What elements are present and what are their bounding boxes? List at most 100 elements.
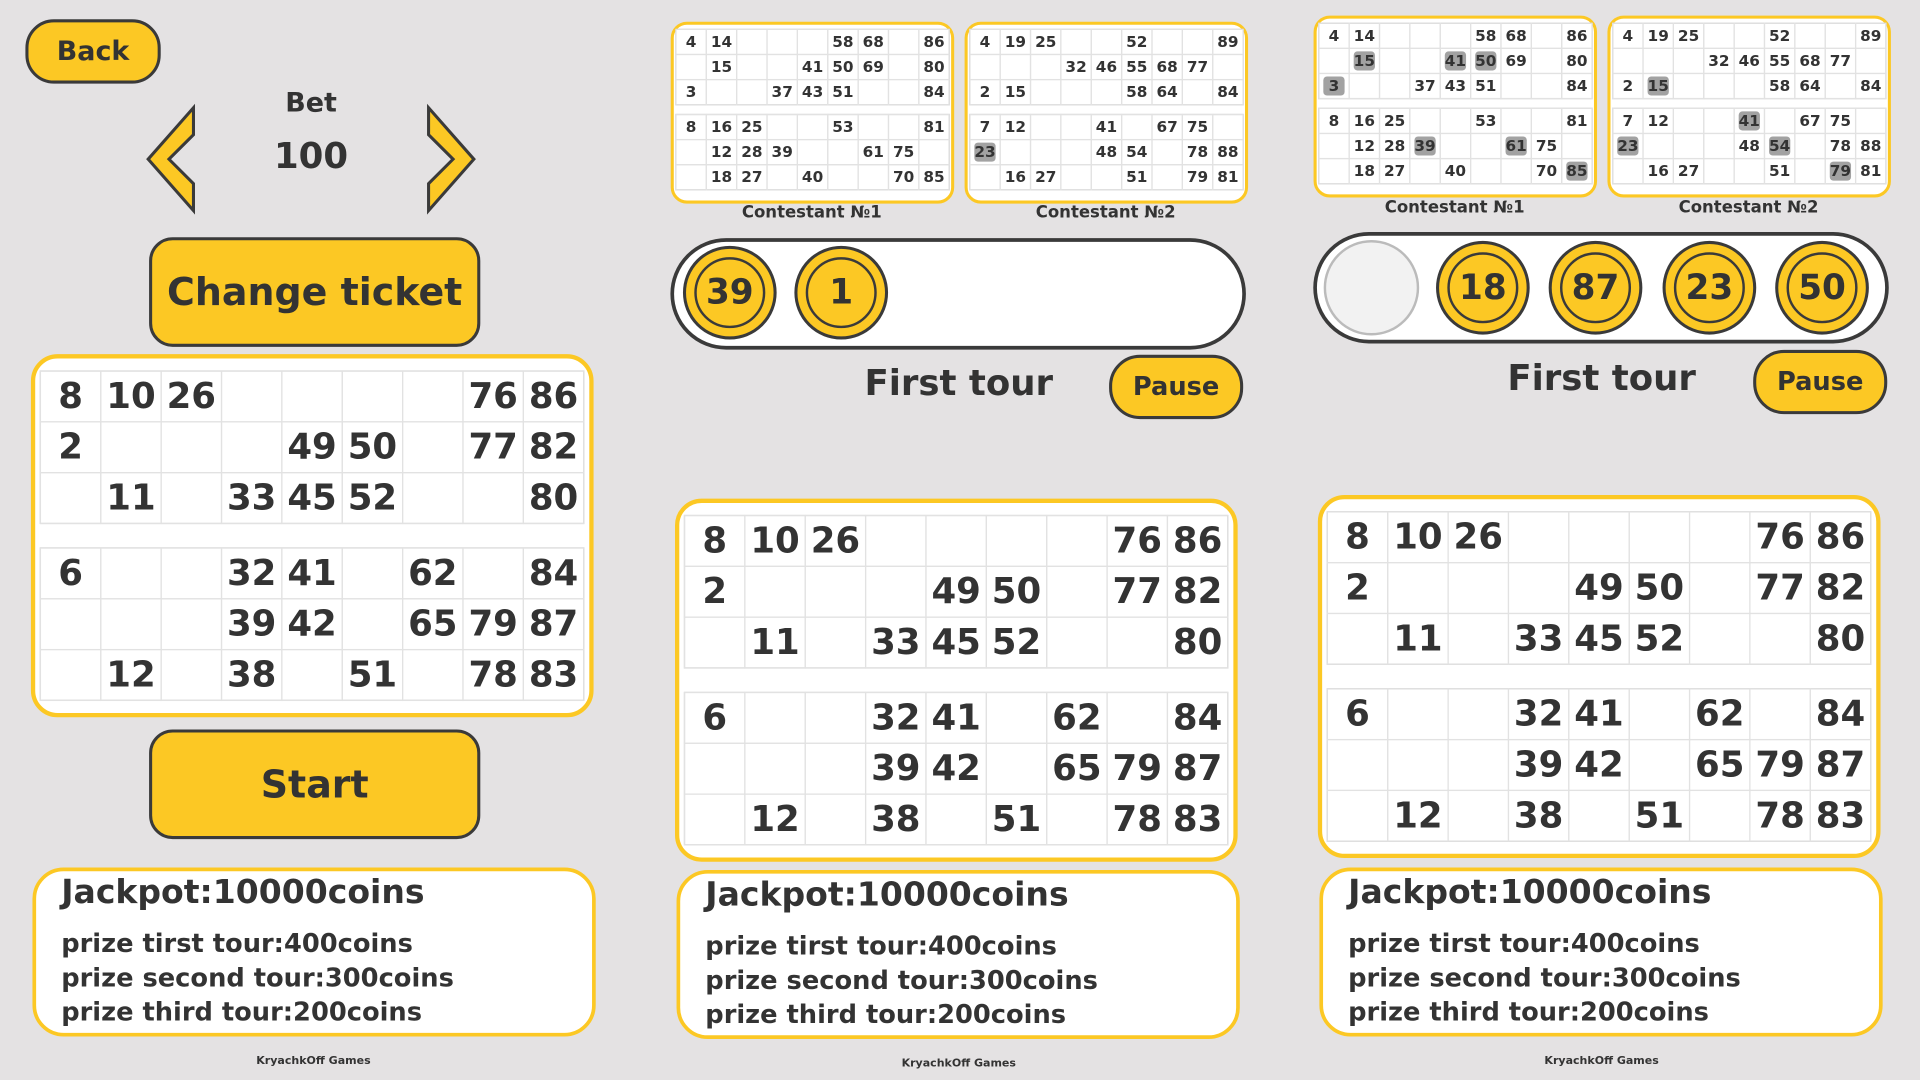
ticket-number: 33 bbox=[1514, 618, 1563, 659]
ticket-cell bbox=[1166, 793, 1229, 846]
ticket-number: 28 bbox=[741, 143, 762, 161]
ticket-number: 79 bbox=[1187, 168, 1208, 186]
marked-scribble bbox=[1323, 76, 1345, 96]
pause-button[interactable] bbox=[1753, 349, 1888, 415]
ticket-number: 84 bbox=[529, 553, 578, 594]
ticket-number: 51 bbox=[992, 799, 1041, 840]
ticket-number: 86 bbox=[1566, 27, 1587, 45]
start-button[interactable] bbox=[149, 729, 481, 840]
ticket-number: 84 bbox=[923, 83, 944, 101]
ticket-number: 50 bbox=[992, 571, 1041, 612]
ticket-number: 77 bbox=[468, 427, 517, 468]
ticket-number: 62 bbox=[1052, 697, 1101, 738]
prize: prize third tour:200coins bbox=[1348, 998, 1709, 1028]
ticket-number: 19 bbox=[1005, 33, 1026, 51]
ticket-number: 80 bbox=[529, 478, 578, 519]
ticket-number: 46 bbox=[1739, 52, 1760, 70]
pause-button[interactable] bbox=[1109, 354, 1244, 420]
prize: prize tirst tour:400coins bbox=[1348, 929, 1700, 959]
pause-button-label[interactable]: Pause bbox=[1777, 367, 1864, 397]
start-button-label[interactable]: Start bbox=[261, 762, 369, 806]
ticket-number: 88 bbox=[1217, 143, 1238, 161]
ticket-number: 82 bbox=[1173, 571, 1222, 612]
back-button-label[interactable]: Back bbox=[57, 36, 131, 67]
back-button[interactable] bbox=[25, 19, 161, 84]
jackpot: Jackpot:10000coins bbox=[703, 874, 1068, 913]
ticket-number: 39 bbox=[871, 748, 920, 789]
ticket-number: 68 bbox=[863, 33, 884, 51]
ticket-number: 53 bbox=[1475, 112, 1496, 130]
ticket-number: 89 bbox=[1217, 33, 1238, 51]
jackpot: Jackpot:10000coins bbox=[59, 872, 424, 911]
ticket-number: 83 bbox=[1173, 799, 1222, 840]
ticket-number: 8 bbox=[58, 376, 83, 417]
ticket-number: 2 bbox=[58, 427, 83, 468]
ball-number: 87 bbox=[1572, 268, 1620, 308]
marked-scribble bbox=[1475, 51, 1497, 71]
ticket-number: 41 bbox=[1096, 118, 1117, 136]
ticket-number: 15 bbox=[1354, 52, 1375, 70]
ticket-number: 58 bbox=[1475, 27, 1496, 45]
arrow-right[interactable] bbox=[427, 103, 476, 215]
ticket-number: 79 bbox=[1113, 748, 1162, 789]
ticket-number: 52 bbox=[1769, 27, 1790, 45]
ticket-number: 87 bbox=[1173, 748, 1222, 789]
ticket-number: 64 bbox=[1157, 83, 1178, 101]
ticket-number: 28 bbox=[1384, 137, 1405, 155]
ticket-number: 64 bbox=[1799, 77, 1820, 95]
ticket-number: 86 bbox=[1816, 517, 1865, 558]
ticket-number: 80 bbox=[1816, 618, 1865, 659]
ticket-number: 39 bbox=[227, 604, 276, 645]
ticket-number: 65 bbox=[408, 604, 457, 645]
change-ticket-button[interactable] bbox=[149, 237, 481, 347]
ticket-number: 32 bbox=[1708, 52, 1729, 70]
prize: prize tirst tour:400coins bbox=[61, 929, 413, 959]
ticket-number: 3 bbox=[1329, 77, 1340, 95]
ticket-number: 51 bbox=[1126, 168, 1147, 186]
pause-button-label[interactable]: Pause bbox=[1133, 372, 1220, 402]
ticket-number: 10 bbox=[750, 520, 799, 561]
change-ticket-button-label[interactable]: Change ticket bbox=[167, 270, 462, 314]
ticket-number: 26 bbox=[167, 376, 216, 417]
bet-label: Bet bbox=[285, 87, 337, 118]
ticket-number: 25 bbox=[1678, 27, 1699, 45]
tour-title: First tour bbox=[1507, 358, 1696, 399]
prize: prize second tour:300coins bbox=[705, 966, 1098, 996]
ball-ring bbox=[1786, 252, 1858, 324]
ticket-number: 79 bbox=[1830, 162, 1851, 180]
ticket-number: 58 bbox=[832, 33, 853, 51]
prize-box bbox=[1319, 867, 1883, 1037]
ball-number: 39 bbox=[706, 273, 754, 313]
ticket-cell bbox=[1212, 164, 1244, 191]
ticket-number: 4 bbox=[686, 33, 697, 51]
ticket-number: 2 bbox=[702, 571, 727, 612]
ticket-number: 58 bbox=[1769, 77, 1790, 95]
ticket-number: 87 bbox=[1816, 744, 1865, 785]
ticket-number: 76 bbox=[1755, 517, 1804, 558]
ticket-number: 2 bbox=[1345, 568, 1370, 609]
ticket-number: 76 bbox=[468, 376, 517, 417]
ticket-number: 65 bbox=[1695, 744, 1744, 785]
ticket-number: 86 bbox=[529, 376, 578, 417]
ticket-number: 48 bbox=[1096, 143, 1117, 161]
ticket-number: 4 bbox=[1329, 27, 1340, 45]
ticket-number: 51 bbox=[832, 83, 853, 101]
ticket-number: 12 bbox=[1648, 112, 1669, 130]
ticket-number: 39 bbox=[1414, 137, 1435, 155]
marked-scribble bbox=[1738, 111, 1760, 131]
ticket-number: 16 bbox=[1648, 162, 1669, 180]
arrow-left[interactable] bbox=[146, 103, 195, 215]
ticket-number: 62 bbox=[1695, 694, 1744, 735]
ticket-number: 49 bbox=[931, 571, 980, 612]
ticket-number: 10 bbox=[1393, 517, 1442, 558]
ticket-number: 27 bbox=[1035, 168, 1056, 186]
ticket-number: 10 bbox=[106, 376, 155, 417]
ball-ring bbox=[694, 257, 766, 329]
marked-scribble bbox=[1505, 136, 1527, 156]
ticket-block bbox=[39, 547, 585, 702]
ticket-number: 39 bbox=[772, 143, 793, 161]
ticket-number: 84 bbox=[1566, 77, 1587, 95]
ticket-cell bbox=[1561, 72, 1593, 100]
ticket-cell bbox=[522, 472, 585, 525]
